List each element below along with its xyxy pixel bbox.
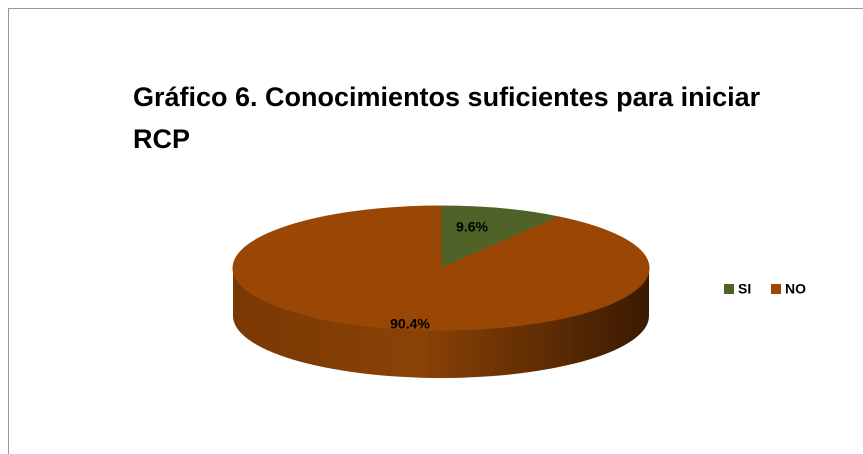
pie-slice: [440, 205, 561, 269]
legend-swatch: [771, 284, 781, 294]
legend-label: NO: [785, 281, 806, 297]
legend-swatch: [724, 284, 734, 294]
legend-label: SI: [738, 281, 751, 297]
pie-side: [233, 268, 649, 378]
chart-title: Gráfico 6. Conocimientos suficientes par…: [133, 82, 761, 154]
pie-slice: [232, 205, 650, 331]
data-label: 9.6%: [456, 219, 488, 235]
data-label: 90.4%: [390, 316, 430, 332]
